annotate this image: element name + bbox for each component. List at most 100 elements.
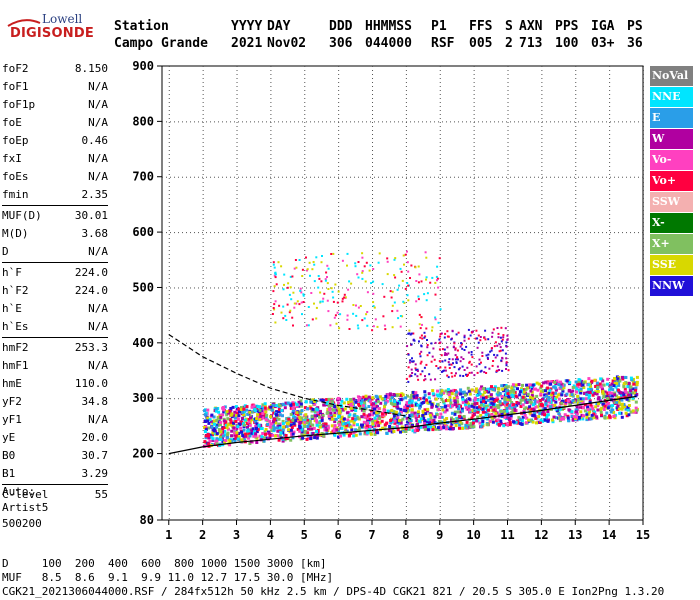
echo-point: [264, 416, 268, 420]
grid-dot: [439, 94, 441, 95]
echo-point: [304, 413, 308, 417]
grid-dot: [575, 142, 577, 143]
grid-dot: [202, 294, 204, 295]
grid-dot: [168, 354, 170, 355]
grid-dot: [473, 114, 475, 115]
echo-point: [224, 439, 228, 442]
echo-point: [478, 405, 482, 409]
grid-dot: [168, 466, 170, 467]
grid-dot: [338, 474, 340, 475]
echo-point: [234, 436, 238, 440]
echo-point: [297, 400, 301, 404]
echo-point: [485, 404, 489, 408]
grid-dot: [643, 258, 644, 259]
header-cell: Station: [114, 19, 169, 34]
grid-dot: [405, 310, 407, 311]
grid-dot: [609, 274, 611, 275]
grid-dot: [372, 202, 374, 203]
echo-point: [337, 435, 340, 439]
echo-point: [613, 377, 616, 380]
grid-dot: [541, 222, 543, 223]
grid-dot: [630, 176, 631, 178]
grid-dot: [202, 150, 204, 151]
echo-point: [300, 404, 303, 408]
grid-dot: [372, 502, 374, 503]
grid-dot: [609, 174, 611, 175]
grid-dot: [168, 370, 170, 371]
grid-dot: [258, 121, 259, 123]
echo-point: [240, 421, 244, 424]
echo-point: [575, 387, 579, 391]
grid-dot: [575, 110, 577, 111]
grid-dot: [530, 121, 531, 123]
grid-dot: [473, 242, 475, 243]
grid-dot: [610, 342, 611, 344]
grid-dot: [168, 398, 170, 399]
grid-dot: [575, 458, 577, 459]
echo-point: [291, 401, 295, 405]
echo-point: [477, 390, 481, 394]
grid-dot: [439, 182, 441, 183]
grid-dot: [541, 294, 543, 295]
grid-dot: [202, 506, 204, 507]
grid-dot: [304, 250, 306, 251]
grid-dot: [405, 154, 407, 155]
grid-dot: [426, 121, 427, 123]
grid-dot: [473, 302, 475, 303]
header-cell: 2021: [231, 36, 263, 51]
echo-point: [453, 401, 457, 404]
grid-dot: [609, 178, 611, 179]
echo-point: [526, 392, 530, 396]
grid-dot: [622, 453, 623, 455]
grid-dot: [304, 222, 306, 223]
grid-dot: [575, 310, 577, 311]
grid-dot: [230, 232, 231, 234]
grid-dot: [575, 450, 577, 451]
grid-dot: [486, 176, 487, 178]
grid-dot: [202, 250, 204, 251]
echo-point: [311, 398, 315, 402]
grid-dot: [168, 202, 170, 203]
grid-dot: [439, 498, 441, 499]
grid-dot: [490, 176, 491, 178]
grid-dot: [638, 121, 639, 123]
grid-dot: [541, 110, 543, 111]
param-row: foEs N/A: [2, 168, 108, 186]
echo-point: [596, 404, 600, 408]
grid-dot: [372, 114, 374, 115]
echo-point: [550, 418, 554, 422]
echo-point: [519, 398, 523, 402]
grid-dot: [609, 442, 611, 443]
grid-dot: [168, 306, 170, 307]
grid-dot: [366, 176, 367, 178]
grid-dot: [575, 506, 577, 507]
grid-dot: [168, 474, 170, 475]
grid-dot: [439, 362, 441, 363]
echo-point: [535, 394, 539, 398]
grid-dot: [490, 287, 491, 289]
param-name: yF2: [2, 395, 22, 408]
echo-point: [258, 427, 262, 430]
grid-dot: [236, 298, 238, 299]
grid-dot: [236, 94, 238, 95]
param-value: N/A: [88, 302, 108, 315]
echo-point: [612, 414, 616, 418]
grid-dot: [490, 453, 491, 455]
grid-dot: [338, 382, 340, 383]
grid-dot: [643, 254, 644, 255]
grid-dot: [194, 453, 195, 455]
echo-point: [396, 413, 400, 417]
echo-point: [398, 401, 401, 405]
grid-dot: [226, 287, 227, 289]
echo-point: [266, 423, 270, 426]
grid-dot: [578, 287, 579, 289]
echo-point: [525, 421, 528, 425]
grid-dot: [405, 442, 407, 443]
grid-dot: [418, 232, 419, 234]
grid-dot: [270, 294, 272, 295]
echo-point: [212, 429, 216, 433]
echo-point: [289, 406, 293, 410]
echo-point: [507, 416, 511, 420]
grid-dot: [226, 453, 227, 455]
grid-dot: [402, 121, 403, 123]
